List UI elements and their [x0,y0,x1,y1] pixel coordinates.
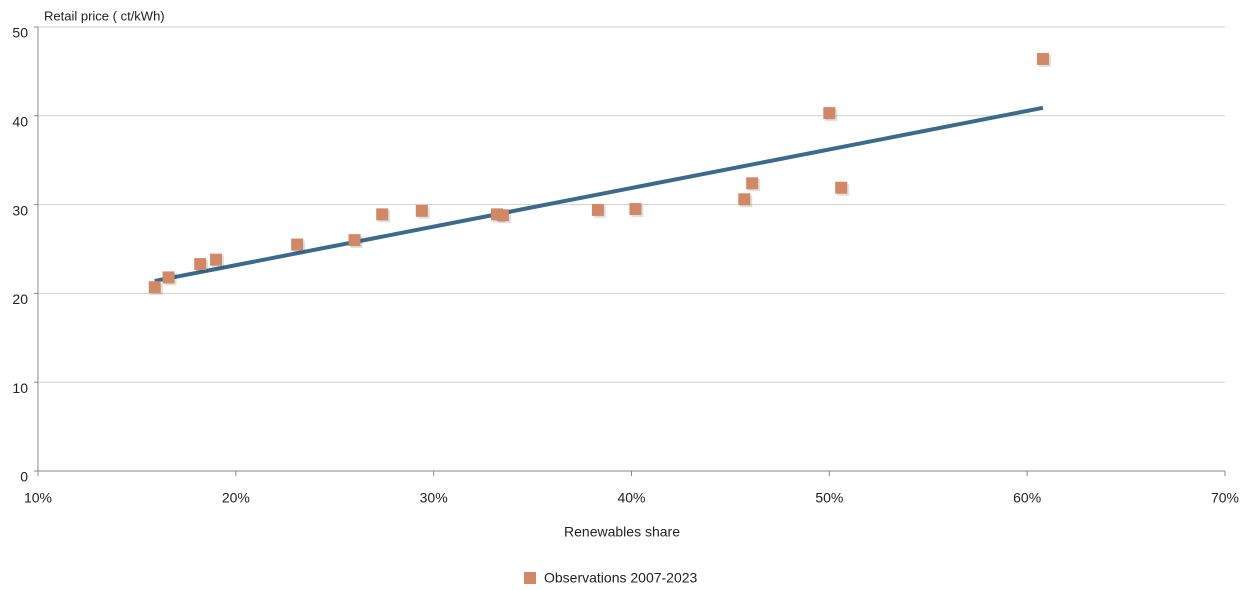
x-tick-label: 60% [1013,490,1041,506]
x-tick-label: 20% [222,490,250,506]
point [376,208,389,221]
trend-line [154,105,1044,283]
point [629,203,642,216]
point [1036,52,1049,65]
y-tick-label: 20 [12,291,28,307]
y-tick-label: 10 [12,380,28,396]
point [496,209,509,222]
x-tick-label: 10% [24,490,52,506]
point [210,253,223,266]
x-tick-label: 70% [1211,490,1239,506]
y-tick-label: 40 [12,114,28,130]
point [591,203,604,216]
x-tick-label: 50% [815,490,843,506]
point [835,181,848,194]
point [746,177,759,190]
point [162,271,175,284]
y-tick-label: 50 [12,25,28,41]
y-tick-label: 30 [12,202,28,218]
point [823,107,836,120]
legend-marker [524,572,536,584]
point [291,238,304,251]
x-tick-label: 40% [617,490,645,506]
point [738,193,751,206]
y-tick-label: 0 [20,469,28,485]
x-axis-title: Renewables share [564,524,680,540]
x-tick-label: 30% [420,490,448,506]
y-axis-title: Retail price ( ct/kWh) [44,8,165,23]
point [194,258,207,271]
point [348,234,361,247]
point [148,281,161,294]
legend-label: Observations 2007-2023 [544,570,698,586]
point [415,204,428,217]
